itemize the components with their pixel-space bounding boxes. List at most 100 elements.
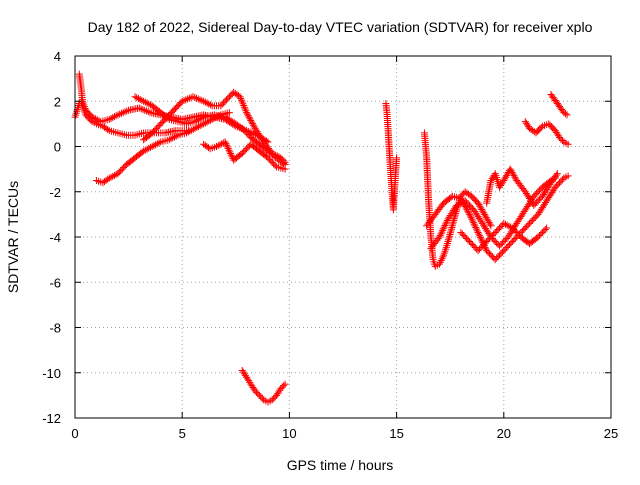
data-point [494, 253, 502, 261]
data-point [278, 155, 286, 163]
data-point [553, 182, 561, 190]
data-point [556, 133, 564, 141]
data-point [533, 189, 541, 197]
data-point [530, 201, 538, 209]
data-point [264, 154, 272, 162]
data-point [558, 136, 566, 144]
data-point [461, 233, 469, 241]
data-point [557, 135, 565, 143]
data-point [221, 138, 229, 146]
data-point [245, 113, 253, 121]
data-point [467, 203, 475, 211]
data-point [466, 212, 474, 220]
data-point [200, 120, 208, 128]
data-point [191, 93, 199, 101]
data-point [523, 222, 531, 230]
data-point [538, 228, 546, 236]
data-point [476, 232, 484, 240]
data-point [141, 146, 149, 154]
data-point [141, 106, 149, 114]
data-point [506, 241, 514, 249]
data-point [474, 228, 482, 236]
data-point [486, 235, 494, 243]
data-point [238, 96, 246, 104]
series-sat-track-n [521, 118, 572, 148]
data-point [141, 98, 149, 106]
y-tick-label: 0 [54, 140, 61, 155]
data-point [191, 124, 199, 132]
data-point [242, 107, 250, 115]
data-point [437, 257, 445, 265]
y-tick-label: 4 [54, 49, 61, 64]
data-point [268, 396, 276, 404]
series-sat-track-k [427, 174, 559, 252]
data-point [491, 238, 499, 246]
data-point [551, 183, 559, 191]
data-point [236, 93, 244, 101]
data-point [221, 97, 229, 105]
data-point [105, 174, 113, 182]
data-point [270, 150, 278, 158]
y-tick-label: -6 [49, 275, 61, 290]
data-point [487, 222, 495, 230]
data-point [500, 238, 508, 246]
data-point [470, 220, 478, 228]
series-sat-track-h [382, 100, 401, 214]
data-point [277, 385, 285, 393]
data-point [120, 164, 128, 172]
data-point [558, 176, 566, 184]
data-point [207, 101, 215, 109]
data-point [201, 119, 209, 127]
data-point [281, 165, 289, 173]
data-point [145, 100, 153, 108]
data-point [196, 96, 204, 104]
data-point [461, 197, 469, 205]
data-point [107, 114, 115, 122]
data-point [483, 238, 491, 246]
data-point [80, 103, 88, 111]
data-point [223, 143, 231, 151]
data-point [172, 132, 180, 140]
y-tick-label: 2 [54, 94, 61, 109]
data-point [554, 180, 562, 188]
data-point [436, 258, 444, 266]
data-point [473, 227, 481, 235]
data-point [501, 245, 509, 253]
data-point [531, 213, 539, 221]
data-point [435, 233, 443, 241]
data-point [267, 157, 275, 165]
data-point [238, 98, 246, 106]
data-point [140, 147, 148, 155]
data-point [534, 197, 542, 205]
data-point [110, 113, 118, 121]
data-point [453, 201, 461, 209]
data-point [218, 100, 226, 108]
data-point [553, 170, 561, 178]
data-point [440, 223, 448, 231]
data-point [131, 93, 139, 101]
data-point [486, 220, 494, 228]
data-point [483, 247, 491, 255]
data-point [104, 126, 112, 134]
series-sat-track-c [92, 109, 233, 187]
data-point [223, 141, 231, 149]
data-point [438, 255, 446, 263]
data-point [110, 171, 118, 179]
data-point [273, 152, 281, 160]
data-point [216, 141, 224, 149]
data-point [484, 236, 492, 244]
data-point [277, 154, 285, 162]
data-point [557, 177, 565, 185]
data-point [135, 104, 143, 112]
data-point [469, 219, 477, 227]
data-point [280, 157, 288, 165]
data-point [249, 121, 257, 129]
data-point [556, 179, 564, 187]
data-point [150, 127, 158, 135]
data-point [193, 123, 201, 131]
data-point [473, 225, 481, 233]
y-axis-label: SDTVAR / TECUs [5, 181, 21, 293]
data-point [200, 97, 208, 105]
data-point [119, 109, 127, 117]
